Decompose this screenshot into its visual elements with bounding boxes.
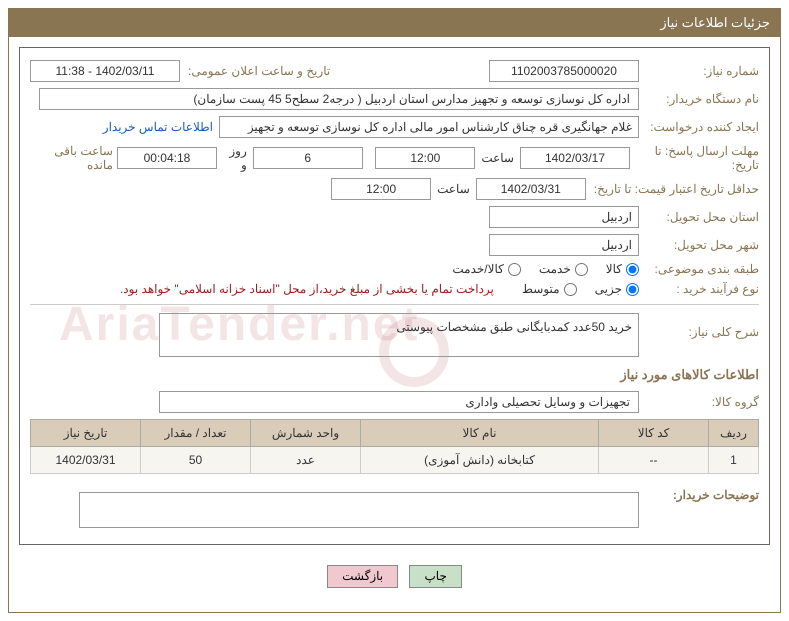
province-field bbox=[489, 206, 639, 228]
announce-label: تاریخ و ساعت اعلان عمومی: bbox=[180, 64, 330, 78]
th-unit: واحد شمارش bbox=[251, 420, 361, 447]
buyer-org-label: نام دستگاه خریدار: bbox=[639, 92, 759, 106]
th-row: ردیف bbox=[709, 420, 759, 447]
cell-qty: 50 bbox=[141, 447, 251, 474]
radio-service[interactable]: خدمت bbox=[539, 262, 588, 276]
cell-row: 1 bbox=[709, 447, 759, 474]
radio-partial[interactable]: جزیی bbox=[595, 282, 639, 296]
table-row: 1 -- کتابخانه (دانش آموزی) عدد 50 1402/0… bbox=[31, 447, 759, 474]
process-label: نوع فرآیند خرید : bbox=[639, 282, 759, 296]
cell-date: 1402/03/31 bbox=[31, 447, 141, 474]
th-code: کد کالا bbox=[599, 420, 709, 447]
back-button[interactable]: بازگشت bbox=[327, 565, 398, 588]
announce-field bbox=[30, 60, 180, 82]
contact-link[interactable]: اطلاعات تماس خریدار bbox=[103, 120, 219, 134]
province-label: استان محل تحویل: bbox=[639, 210, 759, 224]
summary-box: خرید 50عدد کمدبایگانی طبق مشخصات پیوستی bbox=[159, 313, 639, 357]
details-fieldset: شماره نیاز: تاریخ و ساعت اعلان عمومی: نا… bbox=[19, 47, 770, 545]
page-title: جزئیات اطلاعات نیاز bbox=[660, 15, 770, 30]
validity-date bbox=[476, 178, 586, 200]
requester-label: ایجاد کننده درخواست: bbox=[639, 120, 759, 134]
validity-label: حداقل تاریخ اعتبار قیمت: تا تاریخ: bbox=[586, 182, 759, 196]
cell-unit: عدد bbox=[251, 447, 361, 474]
need-number-field bbox=[489, 60, 639, 82]
goods-group-label: گروه کالا: bbox=[639, 395, 759, 409]
deadline-send-time bbox=[375, 147, 475, 169]
category-label: طبقه بندی موضوعی: bbox=[639, 262, 759, 276]
goods-group-field bbox=[159, 391, 639, 413]
days-and: روز و bbox=[217, 144, 253, 172]
cell-name: کتابخانه (دانش آموزی) bbox=[361, 447, 599, 474]
summary-label: شرح کلی نیاز: bbox=[639, 313, 759, 339]
time-word-1: ساعت bbox=[475, 151, 520, 165]
deadline-send-date bbox=[520, 147, 630, 169]
city-label: شهر محل تحویل: bbox=[639, 238, 759, 252]
radio-medium[interactable]: متوسط bbox=[522, 282, 577, 296]
radio-goods-service[interactable]: کالا/خدمت bbox=[452, 262, 520, 276]
radio-goods[interactable]: کالا bbox=[606, 262, 639, 276]
remaining-label: ساعت باقی مانده bbox=[30, 144, 117, 172]
validity-time bbox=[331, 178, 431, 200]
days-field bbox=[253, 147, 363, 169]
th-name: نام کالا bbox=[361, 420, 599, 447]
th-date: تاریخ نیاز bbox=[31, 420, 141, 447]
countdown-field bbox=[117, 147, 217, 169]
need-number-label: شماره نیاز: bbox=[639, 64, 759, 78]
goods-table: ردیف کد کالا نام کالا واحد شمارش تعداد /… bbox=[30, 419, 759, 474]
buyer-org-field bbox=[39, 88, 639, 110]
time-word-2: ساعت bbox=[431, 182, 476, 196]
buyer-desc-box bbox=[79, 492, 639, 528]
cell-code: -- bbox=[599, 447, 709, 474]
goods-info-title: اطلاعات کالاهای مورد نیاز bbox=[30, 367, 759, 383]
payment-note: پرداخت تمام یا بخشی از مبلغ خرید،از محل … bbox=[120, 282, 504, 296]
buyer-desc-label: توضیحات خریدار: bbox=[639, 488, 759, 502]
print-button[interactable]: چاپ bbox=[409, 565, 461, 588]
city-field bbox=[489, 234, 639, 256]
divider bbox=[30, 304, 759, 305]
requester-field bbox=[219, 116, 639, 138]
th-qty: تعداد / مقدار bbox=[141, 420, 251, 447]
page-header: جزئیات اطلاعات نیاز bbox=[9, 9, 780, 37]
deadline-send-label: مهلت ارسال پاسخ: تا تاریخ: bbox=[630, 144, 759, 172]
